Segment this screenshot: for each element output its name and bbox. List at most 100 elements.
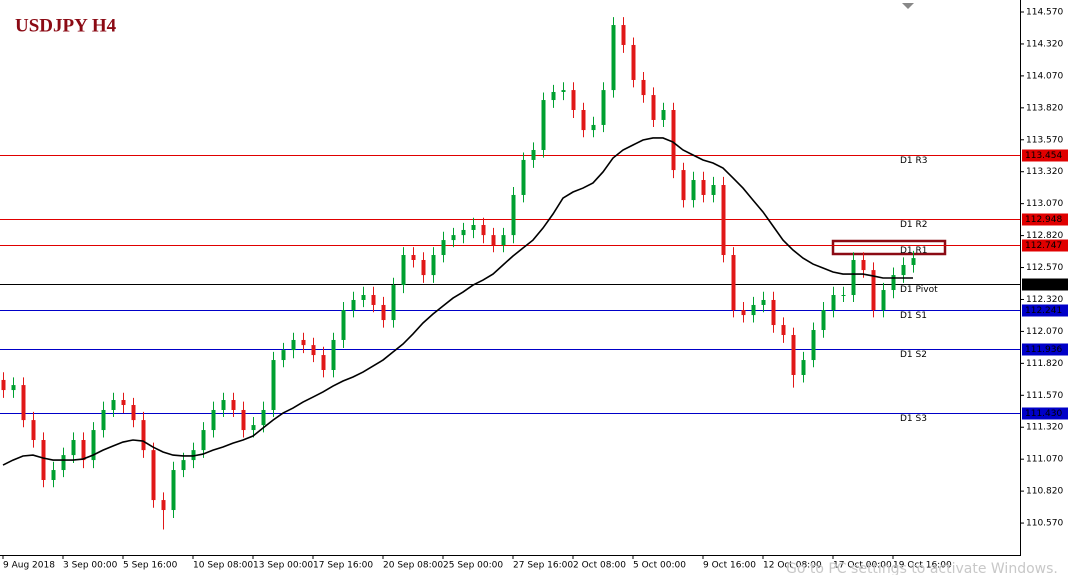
candle-body: [31, 420, 36, 441]
candle-body: [751, 304, 756, 316]
x-tick-label: 27 Sep 16:00: [513, 561, 573, 571]
candle-body: [401, 255, 406, 286]
candle-body: [121, 400, 126, 406]
candle-body: [341, 310, 346, 340]
level-name: D1 R3: [900, 156, 928, 166]
level-name: D1 S1: [900, 311, 927, 321]
x-tick-label: 12 Oct 08:00: [763, 561, 822, 571]
candle-body: [11, 385, 16, 391]
candle-body: [51, 470, 56, 481]
candle-body: [791, 334, 796, 375]
candle-body: [371, 295, 376, 305]
candle-body: [651, 95, 656, 120]
candle-body: [111, 400, 116, 410]
candle-body: [131, 405, 136, 421]
level-box: [1022, 304, 1068, 317]
candle-body: [431, 255, 436, 276]
level-price: 113.454: [1025, 151, 1062, 161]
candle-body: [771, 299, 776, 326]
candle-body: [571, 90, 576, 111]
watermark: Go to PC settings to activate Windows.: [786, 561, 1058, 575]
level-price: 112.442: [1025, 280, 1062, 290]
candle-body: [301, 339, 306, 346]
candle-body: [271, 360, 276, 410]
candle-body: [241, 409, 246, 431]
candle-body: [61, 455, 66, 471]
candle-body: [841, 295, 846, 297]
candle-body: [821, 310, 826, 331]
level-name: D1 S3: [900, 414, 927, 424]
candle-body: [501, 235, 506, 246]
x-tick-label: 20 Sep 08:00: [383, 561, 443, 571]
candle-body: [881, 290, 886, 311]
candle-body: [601, 90, 606, 125]
candle-body: [251, 425, 256, 431]
level-box: [1022, 239, 1068, 252]
shift-marker: [902, 3, 914, 9]
candle-body: [351, 299, 356, 311]
candle-body: [311, 345, 316, 356]
x-tick-label: 5 Oct 00:00: [633, 561, 686, 571]
y-tick-label: 114.070: [1026, 71, 1063, 81]
candle-body: [871, 270, 876, 311]
candle-body: [851, 259, 856, 296]
candle-body: [691, 180, 696, 201]
level-box: [1022, 213, 1068, 226]
candle-body: [531, 149, 536, 160]
candle-body: [291, 339, 296, 351]
candle-body: [331, 339, 336, 370]
candle-body: [21, 385, 26, 421]
candle-body: [731, 255, 736, 311]
candle-body: [741, 310, 746, 316]
y-tick-label: 111.570: [1026, 391, 1063, 401]
candle-body: [41, 440, 46, 481]
candle-body: [801, 360, 806, 375]
candle-body: [621, 25, 626, 45]
level-box: [1022, 149, 1068, 162]
candle-body: [641, 79, 646, 96]
level-price: 112.747: [1025, 241, 1062, 251]
level-name: D1 S2: [900, 350, 927, 360]
x-tick-label: 17 Sep 16:00: [313, 561, 373, 571]
candle-body: [561, 90, 566, 92]
candle-body: [281, 350, 286, 361]
candle-body: [81, 440, 86, 461]
candle-body: [451, 235, 456, 241]
level-price: 112.948: [1025, 215, 1062, 225]
highlight-box: [831, 239, 947, 256]
candle-body: [891, 275, 896, 291]
candle-body: [611, 25, 616, 91]
x-tick-label: 9 Oct 16:00: [703, 561, 756, 571]
candle-body: [461, 229, 466, 236]
x-tick-label: 13 Sep 00:00: [253, 561, 313, 571]
candle-body: [481, 224, 486, 236]
moving-average: [2, 137, 913, 466]
candle-body: [321, 355, 326, 370]
y-tick-label: 113.820: [1026, 103, 1063, 113]
candle-body: [391, 285, 396, 321]
level-price: 111.936: [1025, 345, 1062, 355]
y-tick-label: 111.820: [1026, 359, 1063, 369]
candle-body: [71, 440, 76, 456]
candle-body: [901, 264, 906, 276]
candle-body: [661, 110, 666, 120]
candle-body: [161, 500, 166, 511]
candle-body: [591, 124, 596, 131]
y-tick-label: 112.070: [1026, 327, 1063, 337]
candle-body: [171, 470, 176, 511]
candle-body: [541, 100, 546, 150]
y-tick-label: 112.820: [1026, 231, 1063, 241]
candle-body: [861, 259, 866, 271]
y-tick-label: 110.820: [1026, 487, 1063, 497]
y-tick-label: 110.570: [1026, 519, 1063, 529]
candle-body: [381, 304, 386, 321]
level-box: [1022, 278, 1068, 291]
candle-body: [681, 170, 686, 201]
candle-body: [701, 180, 706, 195]
candle-body: [581, 110, 586, 131]
candle-body: [151, 450, 156, 501]
candle-body: [631, 44, 636, 80]
x-tick-label: 25 Sep 00:00: [443, 561, 503, 571]
level-box: [1022, 407, 1068, 420]
level-box: [1022, 343, 1068, 356]
